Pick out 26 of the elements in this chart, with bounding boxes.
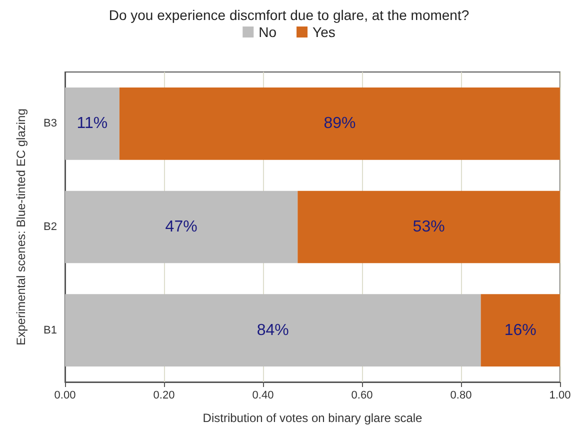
data-label: 47% [165, 218, 198, 236]
bar [480, 294, 560, 366]
bar [65, 88, 120, 160]
data-label: 16% [504, 322, 536, 339]
x-tick-label: 0.80 [450, 390, 472, 402]
x-tick-label: 1.00 [549, 390, 571, 402]
data-label: 84% [256, 322, 289, 339]
x-axis-title: Distribution of votes on binary glare scale [202, 411, 423, 425]
x-tick-label: 0.00 [54, 390, 76, 402]
legend-label: No [258, 24, 277, 40]
x-tick-label: 0.60 [351, 390, 373, 402]
bar [119, 88, 560, 160]
data-label: 53% [412, 218, 445, 236]
data-label: 89% [324, 115, 356, 132]
x-tick-label: 0.40 [252, 390, 274, 402]
bar [298, 190, 560, 264]
y-axis-title: Experimental scenes: Blue-tinted EC glazing [14, 108, 28, 346]
legend-label: Yes [312, 24, 336, 40]
x-tick-label: 0.20 [153, 390, 175, 402]
bar [65, 190, 298, 264]
chart-title: Do you experience discmfort due to glare, at the moment? [108, 7, 470, 23]
bar [65, 294, 481, 366]
data-label: 11% [76, 115, 108, 132]
y-tick-label: B3 [44, 118, 57, 130]
y-tick-label: B2 [44, 221, 57, 233]
y-tick-label: B1 [44, 324, 57, 336]
